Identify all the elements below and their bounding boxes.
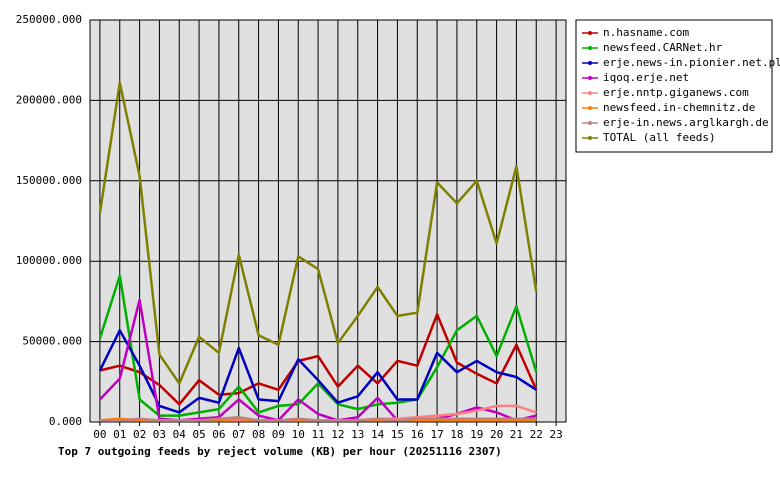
- legend-marker: [588, 106, 592, 110]
- legend-label: erje-in.news.arglkargh.de: [603, 116, 769, 129]
- series-line: [98, 329, 537, 414]
- series-line: [99, 415, 537, 422]
- x-tick-label: 17: [430, 428, 443, 441]
- legend-label: newsfeed.in-chemnitz.de: [603, 101, 755, 114]
- legend-label: erje.news-in.pionier.net.pl: [603, 56, 780, 69]
- legend-label: erje.nntp.giganews.com: [603, 86, 749, 99]
- x-tick-label: 10: [292, 428, 305, 441]
- x-tick-label: 23: [549, 428, 562, 441]
- y-tick-label: 0.000: [49, 415, 82, 428]
- x-tick-label: 22: [530, 428, 543, 441]
- x-tick-label: 09: [272, 428, 285, 441]
- x-tick-label: 21: [510, 428, 523, 441]
- chart-title: Top 7 outgoing feeds by reject volume (K…: [58, 445, 502, 458]
- x-tick-label: 13: [351, 428, 364, 441]
- legend-label: n.hasname.com: [603, 26, 689, 39]
- series-line: [98, 274, 538, 417]
- x-tick-label: 16: [411, 428, 424, 441]
- y-tick-label: 150000.000: [16, 174, 82, 187]
- legend-box: [575, 19, 773, 153]
- legend-marker: [588, 121, 592, 125]
- x-tick-label: 20: [490, 428, 503, 441]
- x-tick-label: 14: [371, 428, 385, 441]
- series-line: [98, 81, 538, 385]
- legend-marker: [588, 31, 592, 35]
- legend-label: TOTAL (all feeds): [603, 131, 716, 144]
- x-tick-label: 08: [252, 428, 265, 441]
- legend-label: newsfeed.CARNet.hr: [603, 41, 723, 54]
- x-tick-label: 12: [331, 428, 344, 441]
- legend-label: iqoq.erje.net: [603, 71, 689, 84]
- legend-marker: [588, 136, 592, 140]
- legend-marker: [588, 61, 592, 65]
- x-tick-label: 07: [232, 428, 245, 441]
- series-line: [99, 313, 538, 406]
- x-tick-label: 00: [93, 428, 106, 441]
- x-tick-label: 11: [311, 428, 324, 441]
- x-tick-label: 06: [212, 428, 225, 441]
- x-tick-label: 15: [391, 428, 404, 441]
- x-tick-label: 01: [113, 428, 126, 441]
- y-tick-label: 250000.000: [16, 13, 82, 26]
- legend-marker: [588, 46, 592, 50]
- x-tick-label: 04: [173, 428, 187, 441]
- x-tick-label: 03: [153, 428, 166, 441]
- x-tick-label: 05: [192, 428, 205, 441]
- x-tick-label: 18: [450, 428, 463, 441]
- x-tick-label: 02: [133, 428, 146, 441]
- y-tick-label: 50000.000: [22, 335, 82, 348]
- plot-area: [89, 19, 567, 423]
- x-tick-label: 19: [470, 428, 483, 441]
- legend-marker: [588, 76, 592, 80]
- legend-marker: [588, 91, 592, 95]
- y-tick-label: 200000.000: [16, 93, 82, 106]
- y-tick-label: 100000.000: [16, 254, 82, 267]
